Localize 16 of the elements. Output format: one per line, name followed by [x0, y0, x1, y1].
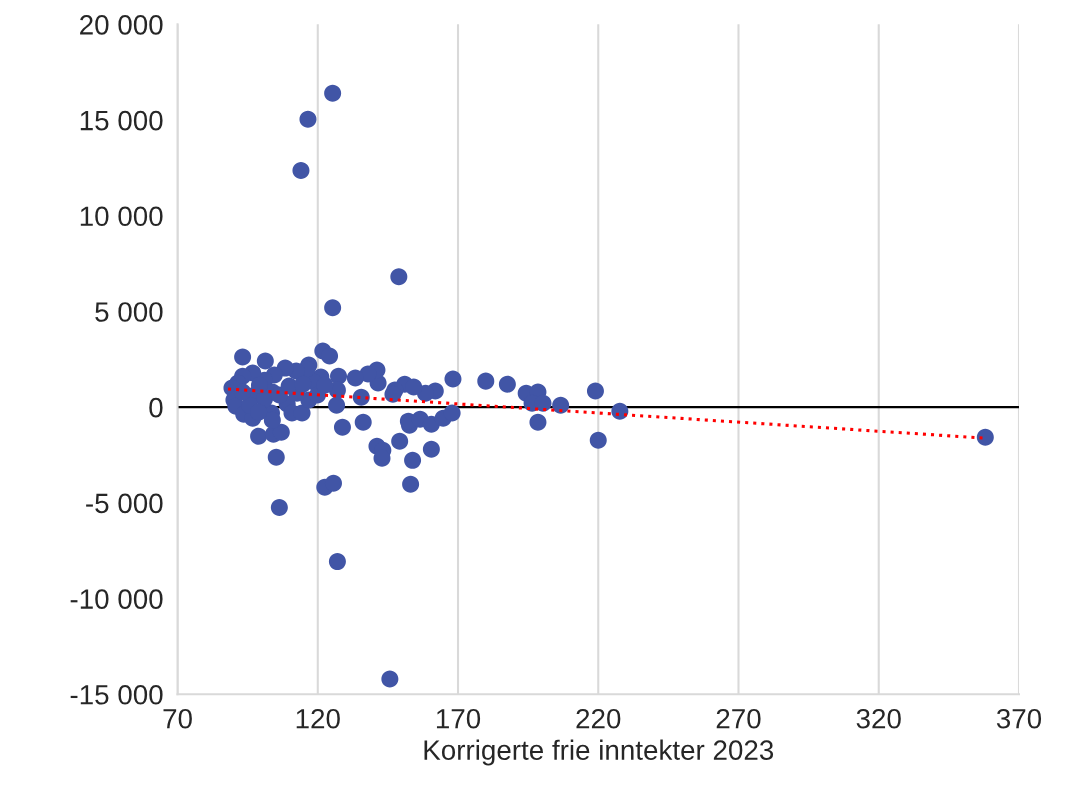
- y-tick-label: 5 000: [95, 302, 163, 322]
- x-tick-label: 370: [996, 708, 1042, 729]
- y-tick-label: 10 000: [80, 206, 163, 227]
- x-tick-label: 270: [716, 708, 761, 729]
- y-tick-label: 0: [149, 397, 163, 418]
- x-tick-label: 170: [436, 708, 481, 729]
- y-tick-label: -10 000: [70, 589, 163, 609]
- x-tick-label: 220: [576, 708, 621, 729]
- x-tick-label: 120: [296, 708, 340, 729]
- x-tick-label: 320: [856, 708, 901, 729]
- x-axis-title: Korrigerte frie inntekter 2023: [424, 739, 774, 766]
- y-tick-label: 15 000: [80, 110, 163, 131]
- y-tick-label: 20 000: [80, 15, 163, 35]
- y-tick-label: -5 000: [86, 493, 163, 514]
- y-tick-label: -15 000: [70, 684, 163, 705]
- x-tick-label: 70: [163, 708, 192, 729]
